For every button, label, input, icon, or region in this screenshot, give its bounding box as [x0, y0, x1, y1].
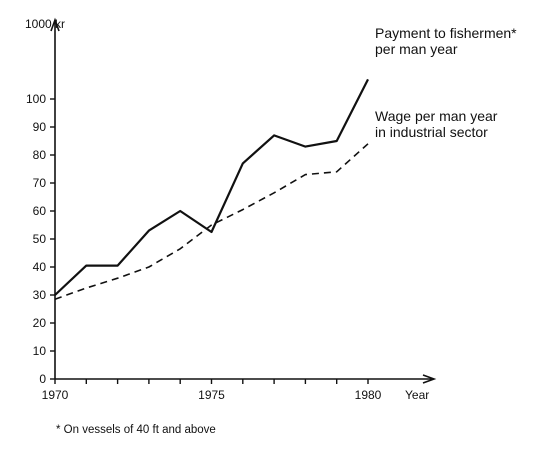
y-tick-label: 10 — [33, 344, 47, 358]
y-tick-label: 60 — [33, 204, 47, 218]
label-wage-line-2: in industrial sector — [375, 124, 488, 140]
x-tick-label: 1970 — [42, 388, 69, 402]
y-tick-label: 80 — [33, 148, 47, 162]
y-tick-label: 20 — [33, 316, 47, 330]
x-axis-label: Year — [405, 388, 429, 402]
y-tick-label: 50 — [33, 232, 47, 246]
axes: 1000 kr Year — [25, 17, 437, 402]
y-tick-label: 70 — [33, 176, 47, 190]
footnote: * On vessels of 40 ft and above — [56, 424, 216, 436]
label-payment-line-2: per man year — [375, 41, 458, 57]
ticks: 0 10 20 30 40 50 60 70 80 90 100 1970 1975 1980 — [26, 92, 382, 402]
series-lines — [54, 78, 369, 300]
y-tick-label: 40 — [33, 260, 47, 274]
x-tick-label: 1975 — [198, 388, 225, 402]
y-axis-arrow — [50, 17, 60, 32]
y-axis-label: 1000 kr — [25, 17, 65, 31]
x-tick-label: 1980 — [355, 388, 382, 402]
x-axis-arrow — [422, 374, 437, 384]
series-line-wage — [54, 143, 369, 300]
y-tick-label: 30 — [33, 288, 47, 302]
series-line-payment — [54, 78, 369, 296]
annotations: Payment to fishermen*per man year Wage pe… — [375, 25, 517, 140]
y-tick-label: 100 — [26, 92, 46, 106]
label-payment-line-1: Payment to fishermen* — [375, 25, 517, 41]
label-wage-line-1: Wage per man year — [375, 108, 498, 124]
y-tick-label: 90 — [33, 120, 47, 134]
y-tick-label: 0 — [39, 372, 46, 386]
